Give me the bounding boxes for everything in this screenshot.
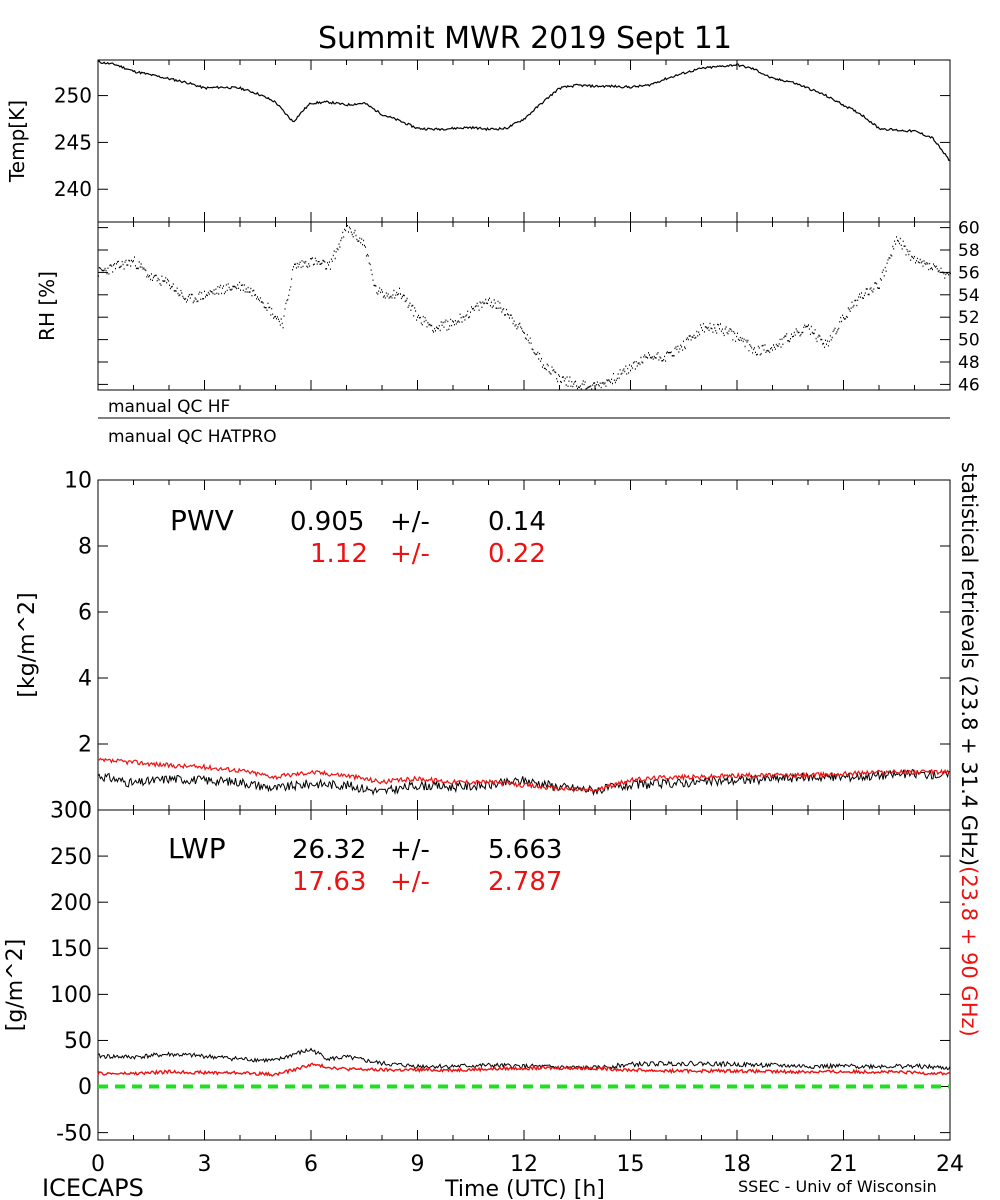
y-tick-label: 50 (958, 331, 980, 351)
x-tick-label: 6 (304, 1152, 318, 1177)
x-axis-label: Time (UTC) [h] (444, 1177, 605, 1200)
y-tick-label: 250 (54, 84, 92, 108)
pwv-red-mean: 1.12 (310, 539, 368, 569)
y-tick-label: 200 (50, 891, 92, 916)
x-tick-label: 24 (936, 1152, 964, 1177)
y-tick-label: 58 (958, 241, 980, 261)
lwp-red-mean: 17.63 (292, 867, 366, 897)
retrieval-label-red: (23.8 + 90 GHz) (957, 866, 981, 1037)
chart-marks: 24024525046485052545658600246810-5005010… (50, 60, 980, 1177)
lwp-red-pm: +/- (390, 867, 430, 897)
pwv-red-series (97, 757, 951, 793)
footer-ssec: SSEC - Univ of Wisconsin (738, 1177, 937, 1196)
pwv-label: PWV (170, 504, 234, 537)
y-tick-label: 46 (958, 375, 980, 395)
pwv-black-pm: +/- (390, 507, 430, 537)
x-tick-label: 0 (91, 1152, 105, 1177)
pwv-red-std: 0.22 (488, 539, 546, 569)
lwp-red-series (97, 1062, 951, 1077)
x-tick-label: 12 (510, 1152, 538, 1177)
chart-title: Summit MWR 2019 Sept 11 (318, 21, 732, 56)
y-tick-label: 4 (78, 667, 92, 692)
temperature-line (97, 60, 951, 162)
y-tick-label: 50 (64, 1029, 92, 1054)
qc-hatpro-label: manual QC HATPRO (108, 427, 277, 447)
y-tick-label: 52 (958, 308, 980, 328)
y-tick-label: 240 (54, 177, 92, 201)
rh-points (98, 224, 951, 390)
pwv-red-pm: +/- (390, 539, 430, 569)
y-tick-label: 250 (50, 845, 92, 870)
y-tick-label: 0 (78, 799, 92, 824)
y-tick-label: 48 (958, 353, 980, 373)
lwp-black-pm: +/- (390, 835, 430, 865)
x-tick-label: 3 (198, 1152, 212, 1177)
retrieval-side-label: statistical retrievals (23.8 + 31.4 GHz)… (957, 462, 981, 1037)
rh-y-axis-label: RH [%] (35, 271, 59, 341)
lwp-red-std: 2.787 (488, 867, 562, 897)
y-tick-label: 300 (50, 799, 92, 824)
lwp-label: LWP (168, 832, 226, 865)
y-tick-label: 60 (958, 219, 980, 239)
y-tick-label: 10 (64, 469, 92, 494)
y-tick-label: 0 (78, 1075, 92, 1100)
lwp-black-mean: 26.32 (292, 835, 366, 865)
footer-icecaps: ICECAPS (42, 1174, 144, 1200)
x-tick-label: 9 (411, 1152, 425, 1177)
lwp-y-axis-label: [g/m^2] (3, 939, 28, 1031)
y-tick-label: 2 (78, 733, 92, 758)
temp-y-axis-label: Temp[K] (5, 100, 29, 183)
lwp-black-series (97, 1047, 951, 1072)
x-tick-label: 18 (723, 1152, 751, 1177)
y-tick-label: 150 (50, 937, 92, 962)
y-tick-label: 54 (958, 286, 980, 306)
y-tick-label: -50 (56, 1121, 92, 1146)
y-tick-label: 56 (958, 263, 980, 283)
pwv-black-std: 0.14 (488, 507, 546, 537)
x-tick-label: 21 (830, 1152, 858, 1177)
retrieval-label-black: statistical retrievals (23.8 + 31.4 GHz) (957, 462, 981, 866)
lwp-black-std: 5.663 (488, 835, 562, 865)
x-tick-label: 15 (617, 1152, 645, 1177)
y-tick-label: 245 (54, 130, 92, 154)
qc-hf-label: manual QC HF (108, 397, 230, 417)
y-tick-label: 6 (78, 601, 92, 626)
pwv-black-mean: 0.905 (290, 507, 364, 537)
y-tick-label: 8 (78, 535, 92, 560)
pwv-y-axis-label: [kg/m^2] (15, 592, 40, 697)
y-tick-label: 100 (50, 983, 92, 1008)
